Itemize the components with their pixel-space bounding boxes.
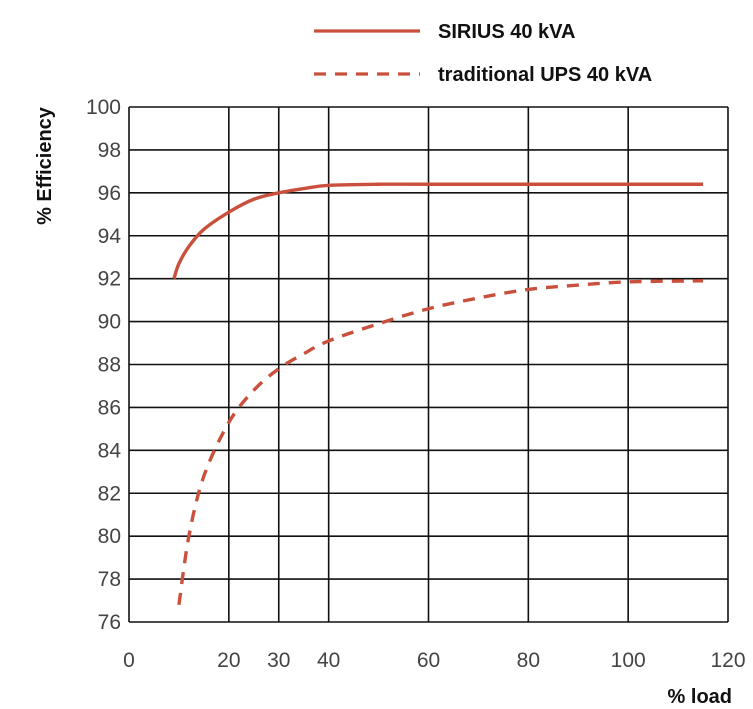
grid	[128, 106, 729, 623]
y-tick-label: 78	[98, 568, 121, 591]
x-tick-label: 40	[317, 649, 340, 672]
legend: SIRIUS 40 kVA traditional UPS 40 kVA	[314, 21, 652, 86]
y-tick-label: 80	[98, 525, 121, 548]
x-axis-title: % load	[668, 686, 732, 708]
x-tick-label: 30	[267, 649, 290, 672]
y-tick-label: 92	[98, 268, 121, 291]
y-tick-label: 76	[98, 611, 121, 634]
y-tick-label: 90	[98, 311, 121, 334]
y-axis-title: % Efficiency	[34, 106, 56, 225]
legend-label-traditional-ups: traditional UPS 40 kVA	[438, 64, 652, 86]
y-tick-label: 82	[98, 482, 121, 505]
series-line-1	[177, 279, 704, 606]
legend-label-sirius: SIRIUS 40 kVA	[438, 21, 575, 43]
plot-lines	[172, 182, 704, 606]
x-tick-label: 100	[611, 649, 646, 672]
y-tick-label: 94	[98, 225, 122, 248]
y-tick-label: 100	[86, 96, 121, 119]
y-tick-label: 96	[98, 182, 121, 205]
x-tick-label: 120	[710, 649, 745, 672]
x-tick-label: 60	[417, 649, 440, 672]
y-tick-labels: 76 78 80 82 84 86 88 90 92 94 96 98 100	[86, 96, 121, 634]
x-tick-labels: 0 20 30 40 60 80 100 120	[123, 649, 745, 672]
x-tick-label: 80	[517, 649, 540, 672]
y-tick-label: 98	[98, 139, 121, 162]
series-line-0	[172, 182, 704, 280]
y-tick-label: 88	[98, 354, 121, 377]
y-tick-label: 86	[98, 396, 121, 419]
x-tick-label: 20	[217, 649, 240, 672]
x-tick-label: 0	[123, 649, 135, 672]
y-tick-label: 84	[98, 439, 122, 462]
